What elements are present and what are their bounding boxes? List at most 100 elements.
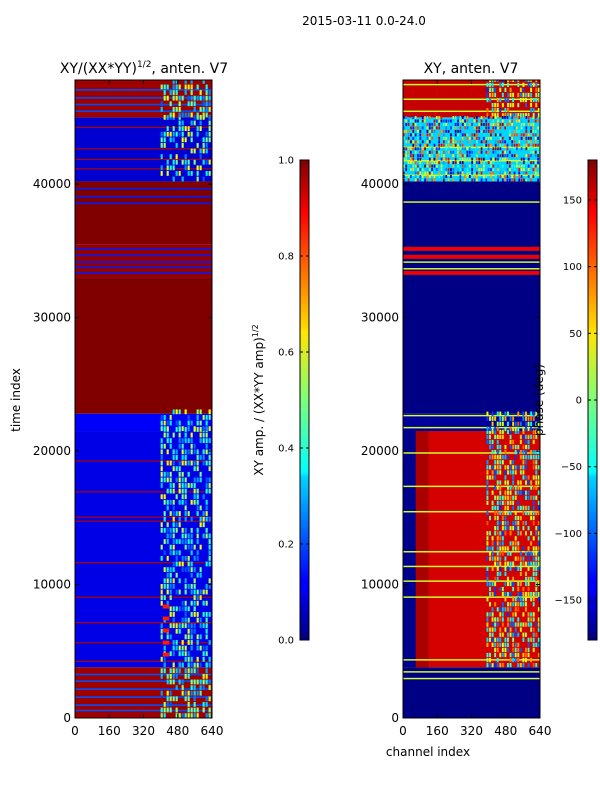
heatmap-cell [522,434,525,440]
heatmap-cell [169,438,172,444]
heatmap-cell [486,652,489,658]
heatmap-cell [494,108,497,113]
heatmap-cell [499,500,502,505]
heatmap-cell [527,133,530,137]
heatmap-cell [507,607,509,612]
figure-suptitle: 2015-03-11 0.0-24.0 [302,14,426,28]
heatmap-cell [486,581,489,587]
heatmap-cell [483,133,485,137]
heatmap-cell [489,551,491,556]
heatmap-cell [407,122,410,126]
heatmap-cell [522,416,525,421]
heatmap-cell [178,420,181,426]
heatmap-cell [407,140,410,144]
heatmap-streak [403,146,540,149]
heatmap-cell [532,150,535,154]
heatmap-cell [187,460,190,466]
heatmap-cell [160,438,163,444]
heatmap-cell [506,175,509,178]
heatmap-cell [428,168,431,172]
heatmap-cell [527,80,530,82]
heatmap-cell [178,477,181,483]
heatmap-cell [199,634,202,640]
heatmap-cell [501,113,504,118]
heatmap-cell [473,143,476,147]
heatmap-cell [431,157,433,161]
heatmap-cell [506,116,509,119]
heatmap-cell [169,137,172,143]
heatmap-cell [486,622,489,627]
heatmap-cell [491,637,494,642]
heatmap-cell [438,140,441,144]
heatmap-cell [504,571,507,576]
heatmap-cell [475,147,478,151]
heatmap-cell [522,561,525,566]
heatmap-cell [196,555,199,561]
heatmap-cell [459,175,462,178]
heatmap-cell [513,133,516,137]
heatmap-cell [468,140,471,144]
heatmap-cell [496,421,499,426]
heatmap-cell [433,143,436,147]
heatmap-cell [507,642,509,647]
heatmap-cell [475,143,478,147]
heatmap-cell [487,143,490,147]
heatmap-cell [504,178,506,182]
heatmap-cell [537,426,540,432]
heatmap-cell [403,116,405,119]
heatmap-cell [509,627,512,632]
heatmap-cell [501,421,504,426]
heatmap-cell [517,663,520,668]
heatmap-cell [166,438,169,444]
heatmap-cell [519,602,522,607]
heatmap-cell [512,520,515,526]
heatmap-cell [508,119,511,123]
heatmap-cell [433,147,436,151]
heatmap-cell [489,416,491,421]
heatmap-cell [438,116,441,119]
heatmap-cell [527,147,530,151]
heatmap-cell [208,95,211,101]
heatmap-cell [532,515,535,521]
heatmap-cell [532,536,535,541]
heatmap-cell [514,455,517,460]
left-title: XY/(XX*YY)1/2, anten. V7 [60,60,228,77]
heatmap-cell [428,157,431,161]
heatmap-cell [486,597,489,602]
heatmap-cell [517,647,520,653]
heatmap-cell [494,465,497,470]
heatmap-cell [525,652,527,658]
heatmap-cell [208,550,211,556]
heatmap-cell [473,136,476,140]
heatmap-cell [483,140,485,144]
heatmap-cell [520,157,523,161]
heatmap-cell [435,116,438,119]
heatmap-cell [208,578,211,584]
heatmap-cell [457,154,459,158]
heatmap-cell [535,475,538,480]
heatmap-cell [512,637,515,642]
heatmap-cell [172,499,175,505]
heatmap-cell [181,494,184,500]
heatmap-cell [532,455,535,460]
heatmap-cell [410,164,412,168]
heatmap-cell [407,126,410,130]
heatmap-cell [193,499,196,505]
heatmap-cell [443,157,445,161]
heatmap-cell [178,578,181,584]
heatmap-cell [172,90,175,95]
heatmap-cell [513,143,516,147]
heatmap-cell [527,490,530,495]
heatmap-cell [480,147,483,151]
heatmap-cell [514,444,517,450]
heatmap-cell [516,129,518,133]
heatmap-cell [187,165,190,171]
heatmap-cell [447,164,450,168]
heatmap-cell [184,432,187,438]
heatmap-cell [522,526,525,531]
heatmap-cell [426,116,429,119]
heatmap-cell [431,171,433,175]
colorbar-tick-label: 0.0 [278,636,294,647]
heatmap-cell [190,131,193,137]
heatmap-cell [172,516,175,522]
